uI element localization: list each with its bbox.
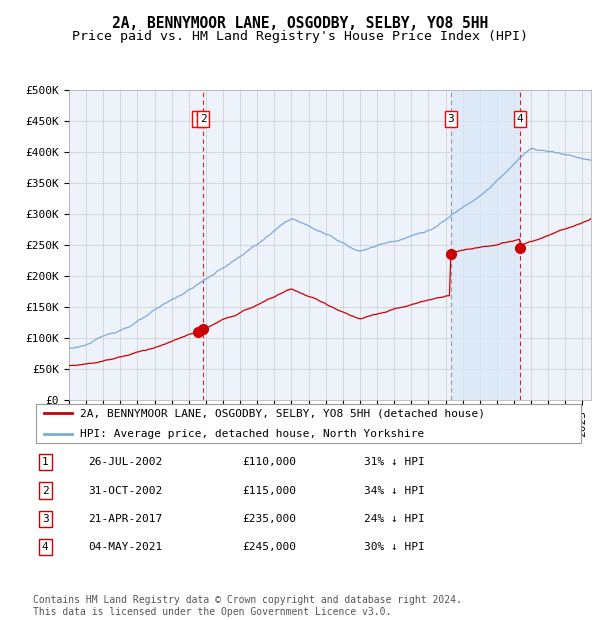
FancyBboxPatch shape: [36, 404, 581, 443]
Text: 2A, BENNYMOOR LANE, OSGODBY, SELBY, YO8 5HH: 2A, BENNYMOOR LANE, OSGODBY, SELBY, YO8 …: [112, 16, 488, 31]
Text: 2A, BENNYMOOR LANE, OSGODBY, SELBY, YO8 5HH (detached house): 2A, BENNYMOOR LANE, OSGODBY, SELBY, YO8 …: [80, 409, 485, 419]
Text: 2: 2: [200, 114, 206, 124]
Text: £245,000: £245,000: [243, 542, 297, 552]
Text: 30% ↓ HPI: 30% ↓ HPI: [364, 542, 425, 552]
Text: 4: 4: [517, 114, 523, 124]
Text: 04-MAY-2021: 04-MAY-2021: [88, 542, 163, 552]
Text: 4: 4: [42, 542, 49, 552]
Text: 31% ↓ HPI: 31% ↓ HPI: [364, 458, 425, 467]
Text: 24% ↓ HPI: 24% ↓ HPI: [364, 514, 425, 524]
Text: 31-OCT-2002: 31-OCT-2002: [88, 485, 163, 495]
Text: 1: 1: [195, 114, 202, 124]
Text: Contains HM Land Registry data © Crown copyright and database right 2024.
This d: Contains HM Land Registry data © Crown c…: [33, 595, 462, 617]
Text: 21-APR-2017: 21-APR-2017: [88, 514, 163, 524]
Text: 1: 1: [42, 458, 49, 467]
Bar: [451, 90, 520, 400]
Text: 3: 3: [42, 514, 49, 524]
Text: 26-JUL-2002: 26-JUL-2002: [88, 458, 163, 467]
Text: Price paid vs. HM Land Registry's House Price Index (HPI): Price paid vs. HM Land Registry's House …: [72, 30, 528, 43]
Text: £235,000: £235,000: [243, 514, 297, 524]
Text: 34% ↓ HPI: 34% ↓ HPI: [364, 485, 425, 495]
Text: 3: 3: [448, 114, 454, 124]
Text: £115,000: £115,000: [243, 485, 297, 495]
Text: HPI: Average price, detached house, North Yorkshire: HPI: Average price, detached house, Nort…: [80, 428, 424, 438]
Text: 2: 2: [42, 485, 49, 495]
Text: £110,000: £110,000: [243, 458, 297, 467]
